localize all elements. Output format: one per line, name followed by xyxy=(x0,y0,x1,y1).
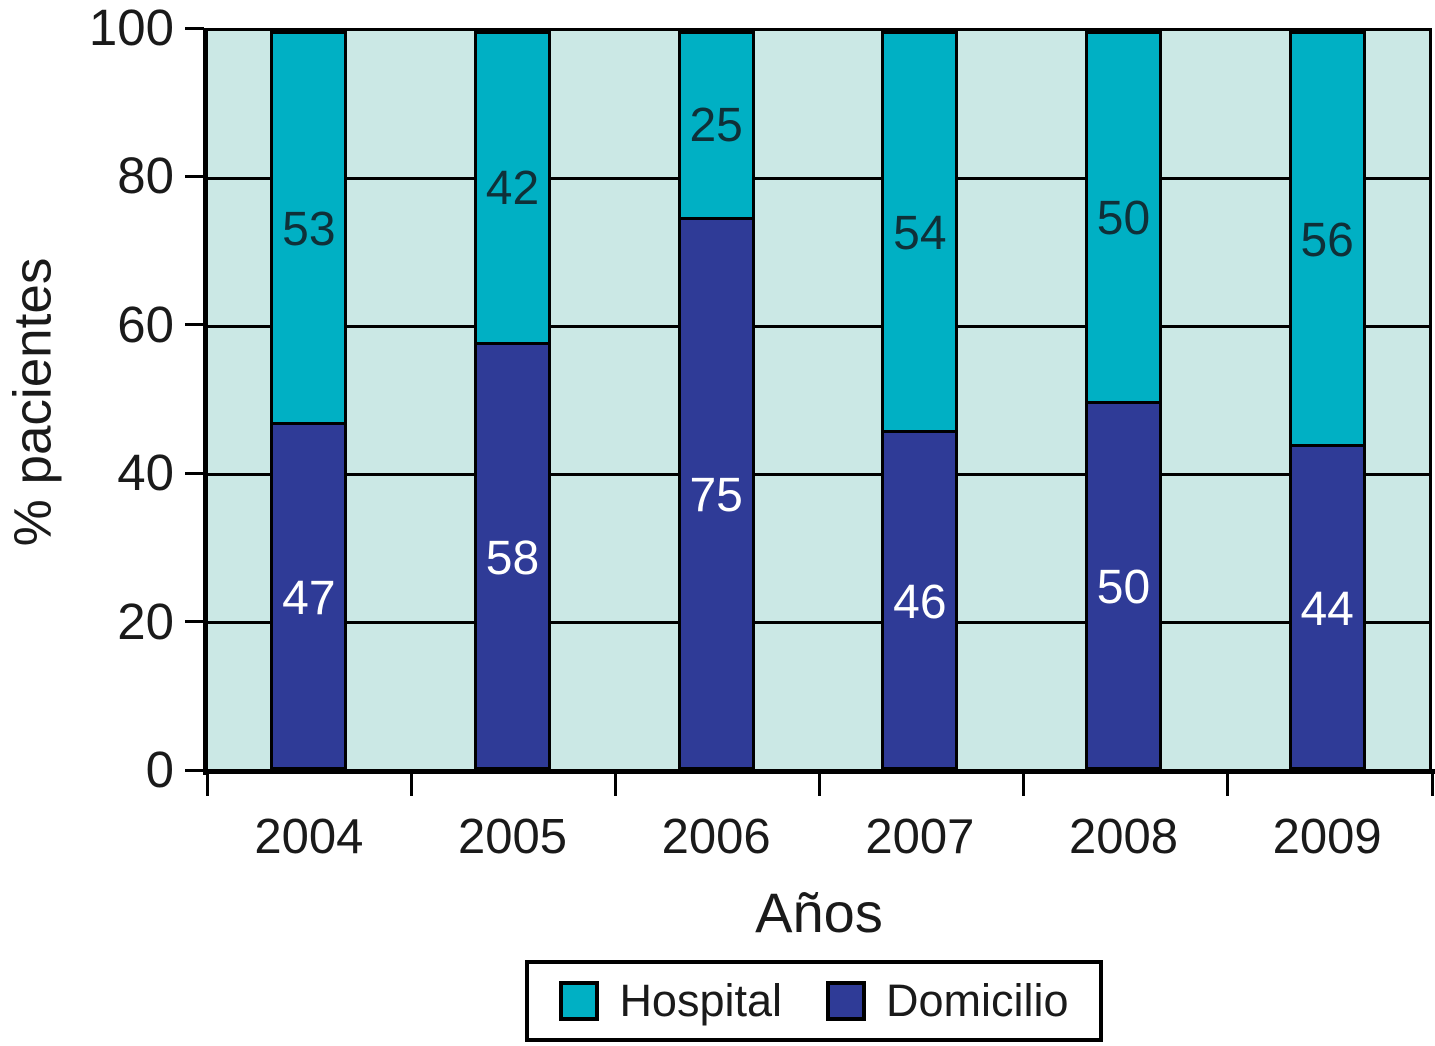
x-axis-title: Años xyxy=(755,881,883,944)
value-label-hospital-2004: 53 xyxy=(282,202,336,256)
gridline-80 xyxy=(207,177,1429,181)
value-label-hospital-2008: 50 xyxy=(1096,191,1151,245)
bar-2004: 53 47 xyxy=(270,31,348,770)
plot-area: 53 47 42 58 25 75 54 46 50 50 56 44 xyxy=(207,28,1432,770)
x-tick-4 xyxy=(1022,774,1026,796)
bar-segment-hospital-2008 xyxy=(1088,34,1159,401)
bar-segment-hospital-2004 xyxy=(273,34,345,423)
x-tick-label-2006: 2006 xyxy=(661,810,771,864)
x-tick-0 xyxy=(205,774,209,796)
y-tick-label-0: 0 xyxy=(145,741,174,798)
bar-segment-hospital-2009 xyxy=(1291,34,1363,445)
bar-segment-domicilio-2009 xyxy=(1291,444,1363,767)
value-label-domicilio-2006: 75 xyxy=(689,468,743,522)
x-tick-3 xyxy=(818,774,821,796)
value-label-hospital-2007: 54 xyxy=(893,206,947,260)
hospital-swatch-icon xyxy=(559,981,600,1021)
y-axis-line xyxy=(203,28,208,775)
value-label-domicilio-2005: 58 xyxy=(485,531,540,585)
bar-segment-hospital-2007 xyxy=(884,34,956,430)
bar-segment-hospital-2006 xyxy=(680,34,752,218)
x-axis-line xyxy=(203,769,1435,774)
x-tick-label-2009: 2009 xyxy=(1272,810,1382,864)
bar-2008: 50 50 xyxy=(1085,31,1162,770)
bar-segment-domicilio-2007 xyxy=(884,429,956,767)
y-tick-0 xyxy=(185,768,204,772)
x-tick-label-2007: 2007 xyxy=(865,810,975,864)
x-tick-1 xyxy=(409,774,413,796)
value-label-domicilio-2004: 47 xyxy=(282,572,336,626)
y-tick-label-80: 80 xyxy=(117,147,174,205)
y-tick-label-60: 60 xyxy=(117,295,174,353)
value-label-hospital-2006: 25 xyxy=(689,99,743,153)
gridline-40 xyxy=(207,472,1429,476)
bar-segment-domicilio-2005 xyxy=(477,341,548,767)
legend-entry-domicilio: Domicilio xyxy=(826,975,1069,1027)
gridline-60 xyxy=(207,325,1429,329)
y-tick-40 xyxy=(185,471,204,475)
y-tick-60 xyxy=(185,323,204,327)
bar-2005: 42 58 xyxy=(474,31,551,770)
legend-entry-hospital: Hospital xyxy=(559,975,782,1027)
legend-label-domicilio: Domicilio xyxy=(886,975,1069,1026)
value-label-domicilio-2008: 50 xyxy=(1096,561,1151,615)
y-tick-label-40: 40 xyxy=(117,444,174,502)
value-label-hospital-2005: 42 xyxy=(485,162,540,216)
legend-label-hospital: Hospital xyxy=(619,975,783,1026)
x-tick-6 xyxy=(1430,774,1434,796)
x-tick-5 xyxy=(1226,774,1230,796)
x-tick-label-2005: 2005 xyxy=(457,810,567,864)
y-tick-label-100: 100 xyxy=(88,0,174,56)
bar-segment-domicilio-2008 xyxy=(1088,400,1159,767)
bar-segment-hospital-2005 xyxy=(477,34,548,342)
y-tick-label-20: 20 xyxy=(117,592,174,650)
y-tick-80 xyxy=(185,174,204,178)
value-label-domicilio-2007: 46 xyxy=(893,576,947,630)
bar-2007: 54 46 xyxy=(881,31,959,770)
y-tick-20 xyxy=(185,620,204,624)
x-tick-2 xyxy=(613,774,617,796)
bar-segment-domicilio-2004 xyxy=(273,422,345,767)
y-axis-title: % pacientes xyxy=(3,257,63,547)
x-tick-label-2004: 2004 xyxy=(254,810,364,864)
bar-segment-domicilio-2006 xyxy=(680,217,752,767)
bar-2009: 56 44 xyxy=(1288,31,1366,770)
y-tick-100 xyxy=(185,26,204,30)
value-label-hospital-2009: 56 xyxy=(1300,213,1354,267)
value-label-domicilio-2009: 44 xyxy=(1300,583,1354,637)
domicilio-swatch-icon xyxy=(826,981,867,1021)
bar-2006: 25 75 xyxy=(677,31,755,770)
gridline-20 xyxy=(207,620,1429,624)
x-tick-label-2008: 2008 xyxy=(1068,810,1178,864)
legend: Hospital Domicilio xyxy=(525,960,1103,1042)
